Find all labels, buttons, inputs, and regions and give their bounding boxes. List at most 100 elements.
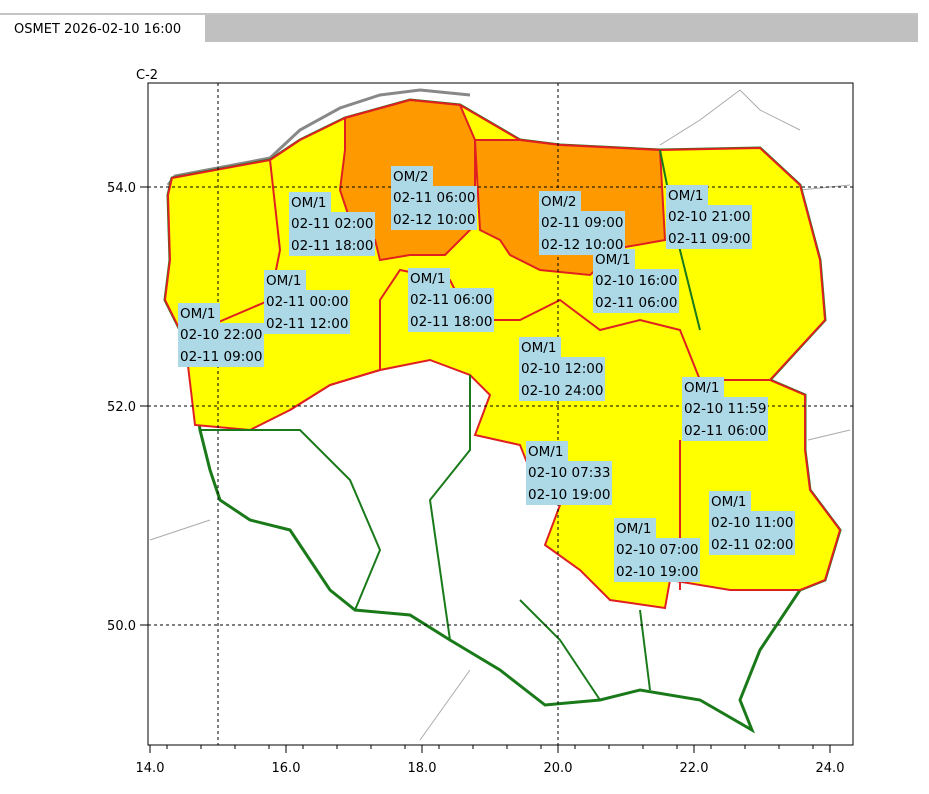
x-tick-label: 22.0 (680, 761, 709, 776)
warning-start: 02-11 09:00 (541, 215, 623, 231)
warning-label[interactable]: OM/1 02-11 06:00 02-11 18:00 (408, 268, 494, 332)
warning-end: 02-10 19:00 (528, 487, 610, 503)
label-box (289, 192, 331, 212)
label-box (408, 288, 494, 332)
x-tick-label: 24.0 (816, 761, 845, 776)
region-border (659, 149, 701, 331)
warning-label[interactable]: OM/1 02-10 07:33 02-10 19:00 (526, 441, 612, 505)
coastline (166, 88, 471, 186)
border (799, 184, 851, 191)
warning-label[interactable]: OM/1 02-10 07:00 02-10 19:00 (614, 518, 700, 582)
label-box (539, 191, 581, 211)
plot-frame (147, 82, 854, 746)
warning-label[interactable]: OM/1 02-10 11:00 02-11 02:00 (709, 491, 795, 555)
border (659, 89, 801, 146)
warning-label[interactable]: OM/1 02-10 11:59 02-11 06:00 (682, 377, 768, 441)
warning-code: OM/1 (668, 188, 703, 204)
label-box (408, 268, 450, 288)
label-box (264, 270, 306, 290)
label-box (709, 491, 751, 511)
warning-code: OM/1 (521, 340, 556, 356)
y-tick-label: 50.0 (107, 619, 136, 634)
label-box (391, 166, 433, 186)
region-border (428, 375, 471, 641)
warning-start: 02-10 11:59 (684, 401, 766, 417)
warning-start: 02-11 06:00 (410, 292, 492, 308)
warning-code: OM/1 (410, 271, 445, 287)
label-box (178, 323, 264, 367)
warning-label[interactable]: OM/1 02-10 12:00 02-10 24:00 (519, 337, 605, 401)
label-box (391, 186, 477, 230)
warning-code: OM/1 (266, 273, 301, 289)
warning-label[interactable]: OM/1 02-10 22:00 02-11 09:00 (178, 303, 264, 367)
warning-start: 02-10 11:00 (711, 515, 793, 531)
label-box (519, 337, 561, 357)
x-tick-label: 20.0 (544, 761, 573, 776)
label-box (593, 249, 635, 269)
warning-end: 02-11 18:00 (291, 238, 373, 254)
warning-code: OM/1 (291, 195, 326, 211)
x-tick-label: 18.0 (408, 761, 437, 776)
warning-start: 02-11 02:00 (291, 216, 373, 232)
warning-end: 02-11 06:00 (684, 423, 766, 439)
warning-end: 02-11 09:00 (180, 349, 262, 365)
warning-code: OM/2 (393, 169, 428, 185)
label-box (539, 211, 625, 255)
warning-end: 02-11 12:00 (266, 316, 348, 332)
warning-code: OM/1 (180, 306, 215, 322)
warning-code: OM/1 (616, 521, 651, 537)
region-border (200, 429, 382, 611)
label-box (614, 538, 700, 582)
warning-label[interactable]: OM/1 02-10 16:00 02-11 06:00 (593, 249, 679, 313)
label-box (264, 290, 350, 334)
warning-code: OM/1 (595, 252, 630, 268)
region-border (519, 599, 601, 701)
region-border (639, 609, 651, 691)
label-box (666, 205, 752, 249)
corner-label: C-2 (136, 68, 158, 83)
warning-start: 02-10 12:00 (521, 361, 603, 377)
label-box (526, 441, 568, 461)
label-box (593, 269, 679, 313)
y-tick-label: 54.0 (107, 181, 136, 196)
label-box (666, 185, 708, 205)
x-tick-label: 14.0 (136, 761, 165, 776)
warning-start: 02-10 22:00 (180, 327, 262, 343)
label-box (614, 518, 656, 538)
region-border (289, 268, 770, 411)
border (419, 669, 471, 741)
warning-start: 02-10 07:33 (528, 465, 610, 481)
warning-start: 02-11 06:00 (393, 190, 475, 206)
border (807, 429, 851, 441)
label-box (709, 511, 795, 555)
warning-start: 02-10 07:00 (616, 542, 698, 558)
warning-end: 02-11 06:00 (595, 295, 677, 311)
warning-start: 02-10 21:00 (668, 209, 750, 225)
label-box (526, 461, 612, 505)
label-box (178, 303, 220, 323)
label-box (519, 357, 605, 401)
warning-end: 02-12 10:00 (393, 212, 475, 228)
warning-code: OM/1 (711, 494, 746, 510)
tab-bar (205, 15, 918, 42)
warning-start: 02-11 00:00 (266, 294, 348, 310)
warning-end: 02-11 02:00 (711, 537, 793, 553)
label-box (289, 212, 375, 256)
warning-end: 02-10 19:00 (616, 564, 698, 580)
warning-label[interactable]: OM/1 02-11 02:00 02-11 18:00 (289, 192, 375, 256)
warning-label[interactable]: OM/2 02-11 06:00 02-12 10:00 (391, 166, 477, 230)
tab[interactable] (0, 15, 205, 42)
label-box (682, 397, 768, 441)
label-box (682, 377, 724, 397)
warning-code: OM/2 (541, 194, 576, 210)
warning-code: OM/1 (684, 380, 719, 396)
warning-label[interactable]: OM/1 02-10 21:00 02-11 09:00 (666, 185, 752, 249)
warning-code: OM/1 (528, 444, 563, 460)
tab-title[interactable]: OSMET 2026-02-10 16:00 (14, 22, 181, 37)
warning-end: 02-11 09:00 (668, 231, 750, 247)
warning-start: 02-10 16:00 (595, 273, 677, 289)
warning-label[interactable]: OM/1 02-11 00:00 02-11 12:00 (264, 270, 350, 334)
y-tick-label: 52.0 (107, 400, 136, 415)
border (149, 519, 211, 541)
